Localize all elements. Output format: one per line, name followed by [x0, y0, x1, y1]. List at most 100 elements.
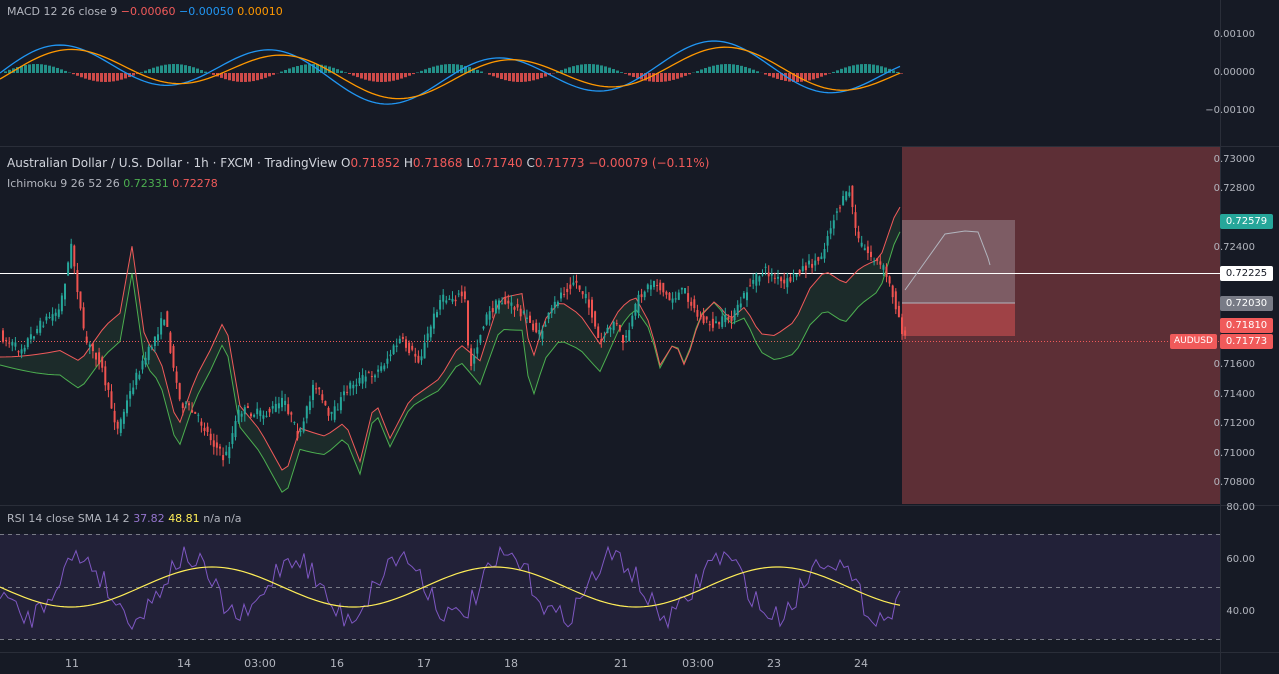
candle-body [11, 342, 14, 346]
rsi-line [0, 545, 901, 631]
candle-body [209, 433, 212, 441]
candle-body [752, 279, 755, 284]
price-axis-label: 0.70800 [1213, 477, 1255, 488]
position-loss-zone[interactable] [902, 303, 1015, 336]
candle-body [498, 300, 500, 310]
macd-bar [680, 73, 683, 78]
candle-body [622, 334, 624, 343]
macd-bar [16, 67, 19, 73]
candle-body [870, 251, 872, 257]
macd-bar [532, 73, 535, 81]
candle-body [755, 273, 758, 286]
macd-bar [676, 73, 679, 79]
macd-bar [108, 73, 111, 82]
macd-bar [592, 64, 595, 73]
entry-price-tag[interactable]: 0.72030 [1220, 296, 1273, 311]
macd-bar [376, 73, 379, 82]
macd-bar [720, 64, 723, 73]
position-risk-zone[interactable] [902, 147, 1220, 504]
candle-body [491, 308, 494, 313]
candle-body [733, 310, 736, 321]
time-axis-label: 24 [854, 657, 868, 670]
macd-bar [852, 65, 855, 73]
candle-body [451, 298, 454, 302]
candle-body [541, 330, 544, 339]
candle-body [674, 298, 677, 300]
macd-bar [596, 64, 599, 73]
candle-body [153, 336, 156, 346]
macd-bar [732, 64, 735, 73]
rsi-axis-label: 40.00 [1226, 606, 1255, 617]
candle-body [786, 278, 789, 288]
last-price-tag[interactable]: 0.71773 [1220, 334, 1273, 349]
ichimoku-span-b [0, 206, 901, 471]
candle-body [643, 291, 646, 298]
candle-body [2, 330, 4, 342]
macd-bar [408, 73, 411, 76]
horizontal-line-price-tag[interactable]: 0.72225 [1220, 266, 1273, 281]
candle-body [680, 287, 683, 290]
macd-bar [388, 73, 391, 82]
candle-body [98, 352, 101, 365]
macd-bar [136, 73, 139, 74]
candle-body [600, 339, 603, 342]
macd-bar [260, 73, 263, 80]
candlestick-series[interactable] [2, 185, 907, 467]
macd-bar [456, 64, 459, 73]
macd-bar [192, 67, 195, 73]
macd-legend[interactable]: MACD 12 26 close 9 −0.00060 −0.00050 0.0… [7, 5, 283, 19]
macd-bar [868, 64, 871, 73]
candle-body [166, 311, 169, 327]
candle-body [29, 334, 32, 340]
macd-bar [660, 73, 663, 82]
macd-bar [688, 73, 691, 75]
candle-body [628, 330, 631, 342]
candle-body [380, 366, 383, 371]
candle-body [315, 388, 318, 390]
macd-bar [400, 73, 403, 79]
candle-body [398, 338, 401, 343]
macd-bar [132, 73, 135, 76]
macd-bar [504, 73, 507, 81]
candle-body [361, 375, 364, 384]
macd-bar [828, 73, 831, 74]
target-price-tag[interactable]: 0.72579 [1220, 214, 1273, 229]
candle-body [206, 426, 209, 433]
candle-body [860, 242, 863, 247]
position-profit-zone[interactable] [902, 220, 1015, 303]
macd-bar [468, 67, 471, 73]
candle-body [708, 324, 711, 326]
candle-body [420, 356, 423, 361]
candle-body [91, 343, 94, 352]
candle-body [544, 324, 547, 327]
stop-price-tag[interactable]: 0.71810 [1220, 318, 1273, 333]
candle-body [656, 285, 659, 287]
candle-body [687, 293, 690, 302]
candle-body [352, 384, 355, 389]
candle-body [746, 292, 748, 301]
candle-body [606, 327, 609, 334]
ichimoku-legend[interactable]: Ichimoku 9 26 52 26 0.72331 0.72278 [7, 177, 218, 191]
macd-bar [612, 69, 615, 73]
candle-body [888, 276, 891, 284]
candle-body [39, 320, 42, 333]
candle-body [163, 319, 166, 325]
rsi-legend[interactable]: RSI 14 close SMA 14 2 37.82 48.81 n/a n/… [7, 512, 242, 526]
candle-body [228, 447, 231, 459]
macd-title: MACD 12 26 close 9 [7, 5, 118, 18]
time-axis-label: 14 [177, 657, 191, 670]
macd-bar [568, 67, 571, 73]
candle-body [188, 403, 190, 406]
macd-bar [844, 67, 847, 73]
macd-bar [748, 68, 751, 73]
candle-body [436, 312, 438, 318]
candle-body [169, 332, 172, 353]
macd-bar [896, 71, 899, 73]
candle-body [631, 315, 634, 327]
symbol-legend[interactable]: Australian Dollar / U.S. Dollar · 1h · F… [7, 156, 710, 170]
macd-bar [604, 66, 607, 73]
macd-bar [280, 71, 283, 73]
candle-body [147, 346, 150, 361]
candle-body [246, 406, 249, 408]
